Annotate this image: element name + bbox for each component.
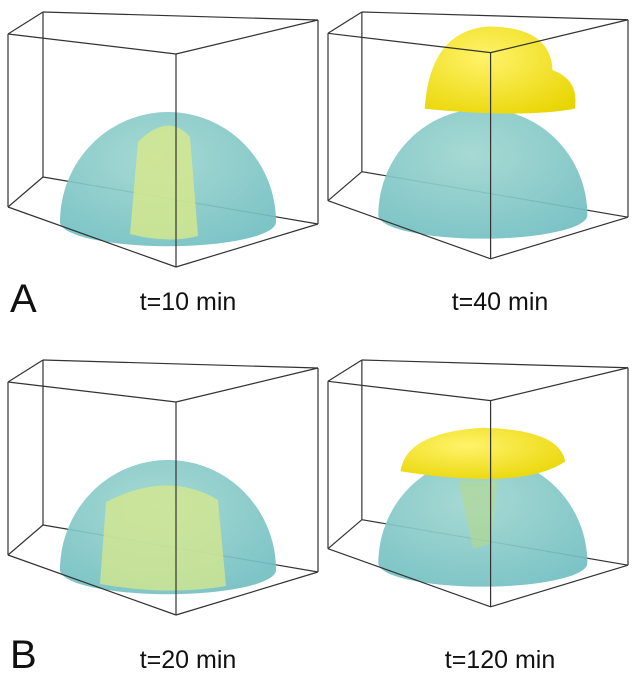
box-edge [8, 382, 176, 402]
figure: A t=10 min t=40 min B t=20 min t=120 min [0, 0, 637, 680]
box-edge [8, 525, 43, 555]
box-edge [43, 12, 318, 20]
yellow-cap [401, 428, 566, 479]
panel-label: B [10, 633, 37, 677]
box-edge [328, 360, 362, 381]
caption: t=20 min [140, 646, 237, 674]
box-edge [176, 368, 318, 402]
box-edge [43, 360, 318, 368]
render-panel [8, 12, 318, 267]
box-edge [328, 520, 362, 549]
box-edge [8, 12, 43, 34]
box-edge [8, 177, 43, 207]
box-edge [328, 12, 362, 33]
dome [378, 109, 587, 239]
box-edge [491, 368, 628, 401]
box-edge [328, 172, 362, 201]
caption: t=10 min [140, 288, 237, 316]
yellow-cap [425, 27, 576, 114]
render-panel [328, 12, 628, 259]
inner-column [130, 126, 198, 240]
caption: t=40 min [452, 288, 549, 316]
inner-column [100, 485, 226, 590]
box-edge [328, 381, 491, 400]
box-edge [362, 12, 628, 20]
box-edge [176, 20, 318, 54]
caption: t=120 min [445, 646, 556, 674]
box-edge [8, 34, 176, 54]
panel-label: A [10, 277, 37, 321]
render-panel [328, 360, 628, 607]
render-panel [8, 360, 318, 615]
box-edge [362, 360, 628, 368]
box-edge [8, 360, 43, 382]
